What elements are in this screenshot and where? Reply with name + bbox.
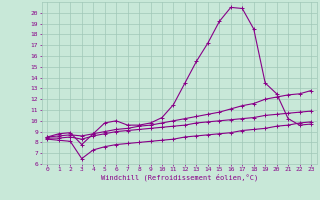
X-axis label: Windchill (Refroidissement éolien,°C): Windchill (Refroidissement éolien,°C) xyxy=(100,174,258,181)
